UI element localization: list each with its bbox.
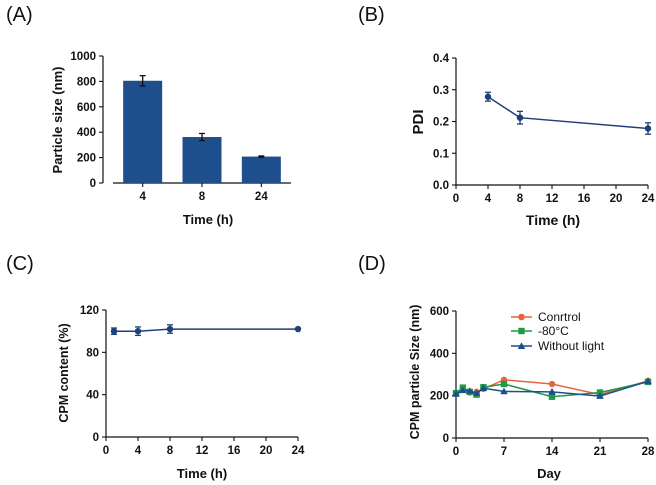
panel-b-x-tick-label: 16 [578,193,591,205]
panel-b-x-tick-label: 20 [610,193,623,205]
panel-c-series-line-0 [114,328,298,332]
panel-c-x-tick-label: 0 [103,445,109,457]
panel-b-series-0-point [644,125,652,132]
panel-c-plot: 0 40 80 120 0 4 8 12 16 20 24 [80,305,305,457]
panel-d-x-tick-label: 28 [642,446,655,458]
panel-a-y-tick-label: 600 [77,102,96,114]
panel-b-x-tick-label: 8 [517,193,524,205]
panel-a-ylabel: Particle size (nm) [50,67,65,174]
panel-c-x-tick-label: 12 [196,445,209,457]
panel-b: (B) 0.00.10.20.30.40 4 8 12 16 20 24 Time (h) … [358,4,655,228]
panel-b-x-tick-label: 24 [642,193,655,205]
panel-d-y-tick-label: 600 [430,306,449,318]
legend-swatch-control-marker [518,313,525,321]
panel-c: (C) 0 40 80 120 0 4 8 12 16 20 24 Time (h) CPM con… [6,253,305,481]
panel-c-y-tick-label: 120 [80,305,99,317]
panel-c-y-tick-label: 80 [86,347,99,359]
panel-d-series-2-point [459,386,467,394]
panel-b-series-line-0 [487,96,649,130]
panel-c-series-0-point [294,325,302,333]
panel-b-y-tick-label: 0.3 [433,85,449,97]
panel-a-y-tick-label: 400 [77,127,96,139]
panel-d-series-2-point [596,392,604,399]
panel-d-series-2-point [479,384,488,392]
panel-c-x-tick-label: 4 [135,445,142,457]
panel-c-xlabel: Time (h) [177,466,227,481]
panel-a-bar [123,80,163,183]
legend-label-control: Conrtrol [538,310,581,324]
panel-b-label: (B) [358,4,385,26]
panel-d-y-tick-label: 400 [430,348,449,360]
panel-a-y-tick-label: 0 [90,178,96,190]
panel-a-x-tick-label: 4 [139,191,146,203]
panel-a-bar [182,137,222,183]
panel-d-x-tick-label: 7 [501,446,507,458]
panel-d-legend: Conrtrol -80°C Without light [511,310,605,353]
panel-c-ylabel: CPM content (%) [57,323,71,422]
panel-c-label: (C) [6,253,34,275]
panel-d-x-tick-label: 0 [453,446,459,458]
panel-a-y-tick-label: 200 [77,153,96,165]
panel-a-plot: 0 200 400 600 800 1000 4 8 24 [70,51,291,203]
panel-a-x-tick-label: 24 [255,191,268,203]
panel-c-x-tick-label: 16 [228,445,241,457]
panel-b-y-tick-label: 0.0 [433,180,449,192]
panel-b-y-tick-label: 0.2 [433,117,449,129]
panel-d-series-2-point [452,390,460,397]
panel-a-label: (A) [6,4,33,26]
panel-c-y-tick-label: 0 [93,432,99,444]
legend-label-minus80: -80°C [538,324,569,338]
panel-b-y-tick-label: 0.1 [433,148,450,160]
panel-b-x-tick-label: 4 [485,193,492,205]
panel-b-x-tick-label: 12 [546,193,559,205]
panel-b-plot: 0.0 0.1 0.2 0.3 0.4 0 4 8 12 16 20 24 [433,53,655,205]
panel-c-series-0-point [166,325,174,333]
panel-b-series-0-point [484,93,492,100]
panel-d-x-tick-label: 21 [594,446,607,458]
panel-b-y-tick-label: 0.4 [433,53,450,65]
panel-c-x-tick-label: 24 [292,445,305,457]
panel-d-series-2-point [548,388,556,395]
panel-b-ylabel: PDI [410,109,427,134]
panel-d: (D) 0 200 400 600 0 7 14 21 28 Day CPM particle … [358,253,655,481]
panel-c-series-0-point [110,327,118,335]
panel-b-series-0-point [516,114,524,121]
panel-a-bar [241,156,281,183]
legend-label-without-light: Without light [538,339,605,353]
panel-d-series-0-point [548,380,556,388]
panel-d-ylabel: CPM particle Size (nm) [408,305,422,440]
panel-d-series-1-point [548,393,556,400]
panel-c-series-0-point [134,327,142,335]
panel-d-label: (D) [358,253,386,275]
panel-a-x-tick-label: 8 [199,191,206,203]
panel-c-x-tick-label: 20 [260,445,273,457]
panel-a-xlabel: Time (h) [183,212,233,227]
panel-a-y-tick-label: 1000 [70,51,96,63]
panel-d-series-1-point [500,380,508,388]
panel-c-x-tick-label: 8 [167,445,174,457]
panel-a: (A) 0 200 400 600 800 1000 4 8 24 Time (h) Parti… [6,4,291,227]
legend-swatch-minus80-marker [518,327,525,335]
panel-d-plot: 0 200 400 600 0 7 14 21 28 [430,306,655,458]
panel-d-series-2-point [500,387,508,395]
panel-a-y-tick-label: 800 [77,76,96,88]
panel-d-x-tick-label: 14 [546,446,559,458]
panel-d-y-tick-label: 200 [430,391,449,403]
panel-d-y-tick-label: 0 [443,433,449,445]
panel-b-x-tick-label: 0 [453,193,459,205]
panel-d-series-2-point [644,377,652,385]
legend-swatch-without-light-marker [517,342,526,349]
panel-d-xlabel: Day [537,466,562,481]
panel-c-y-tick-label: 40 [86,390,99,402]
panel-d-series-2-point [472,389,481,396]
panel-b-xlabel: Time (h) [526,212,580,228]
panel-d-series-2-point [465,387,474,394]
